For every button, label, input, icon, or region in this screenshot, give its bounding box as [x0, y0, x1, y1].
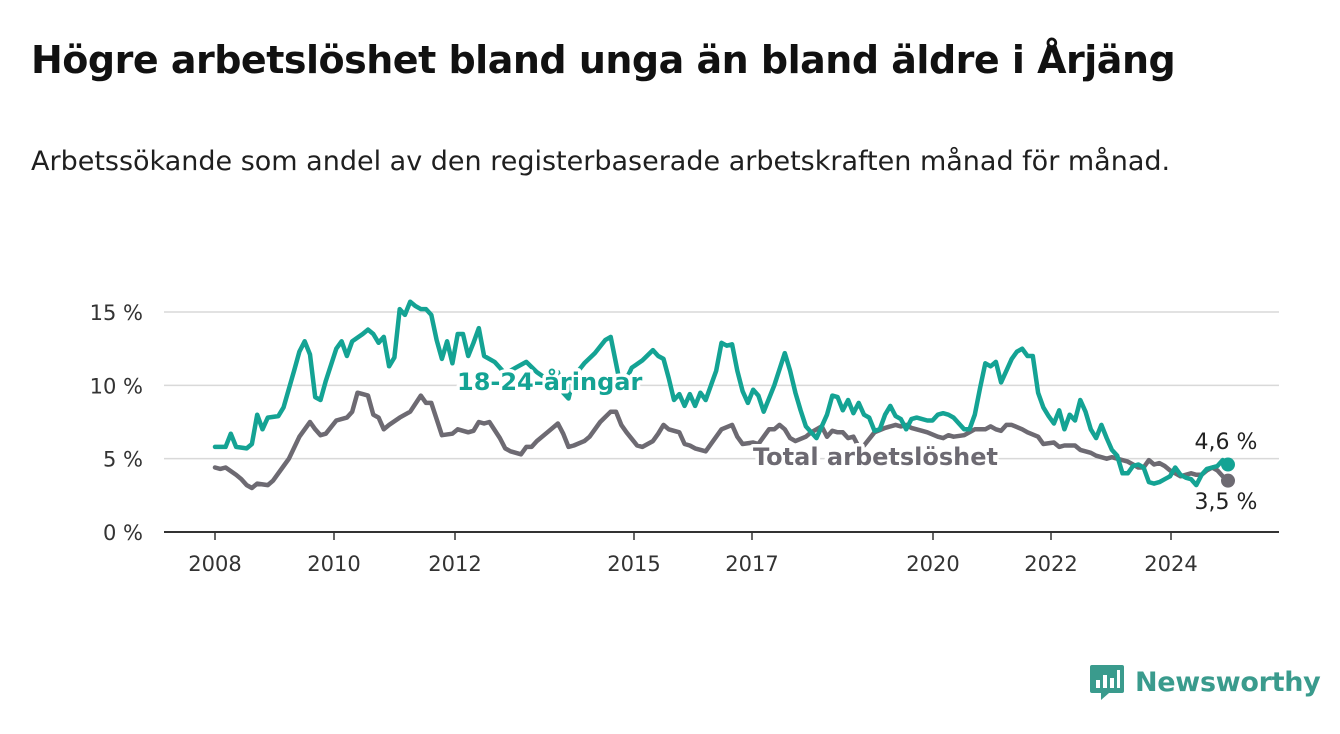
- y-tick-label: 10 %: [90, 374, 143, 398]
- brand: Newsworthy: [1089, 660, 1321, 704]
- x-tick-label: 2024: [1144, 552, 1197, 576]
- y-tick-label: 5 %: [103, 448, 143, 472]
- y-tick-label: 0 %: [103, 521, 143, 545]
- bar-chart-bubble-icon: [1090, 665, 1124, 700]
- brand-name: Newsworthy: [1135, 666, 1321, 698]
- series-labels: 18-24-åringar Total arbetslöshet 4,6 % 3,5 …: [454, 364, 1258, 516]
- series-label-youth: 18-24-åringar: [457, 367, 642, 396]
- x-tick-label: 2020: [906, 552, 959, 576]
- end-point-total: [1221, 473, 1235, 488]
- x-tick-label: 2012: [428, 552, 481, 576]
- x-tick-label: 2017: [725, 552, 778, 576]
- y-axis-tick-labels: 0 % 5 % 10 % 15 %: [90, 301, 143, 545]
- gridlines: [164, 311, 1279, 540]
- series-line-total: [212, 390, 1231, 491]
- chart-title: Högre arbetslöshet bland unga än bland ä…: [31, 38, 1176, 82]
- y-tick-label: 15 %: [90, 301, 143, 325]
- end-label-youth: 4,6 %: [1195, 430, 1258, 455]
- x-tick-label: 2022: [1024, 552, 1077, 576]
- series-line-youth: [212, 299, 1231, 488]
- series-lines: [212, 299, 1235, 491]
- end-point-youth: [1221, 457, 1235, 472]
- end-label-total: 3,5 %: [1195, 490, 1258, 515]
- chart-subtitle: Arbetssökande som andel av den registerb…: [31, 146, 1171, 177]
- x-axis-tick-labels: 2008 2010 2012 2015 2017 2020 2022 2024: [188, 552, 1197, 576]
- x-tick-label: 2008: [188, 552, 241, 576]
- x-tick-label: 2015: [607, 552, 660, 576]
- series-label-total: Total arbetslöshet: [753, 443, 998, 471]
- x-tick-label: 2010: [307, 552, 360, 576]
